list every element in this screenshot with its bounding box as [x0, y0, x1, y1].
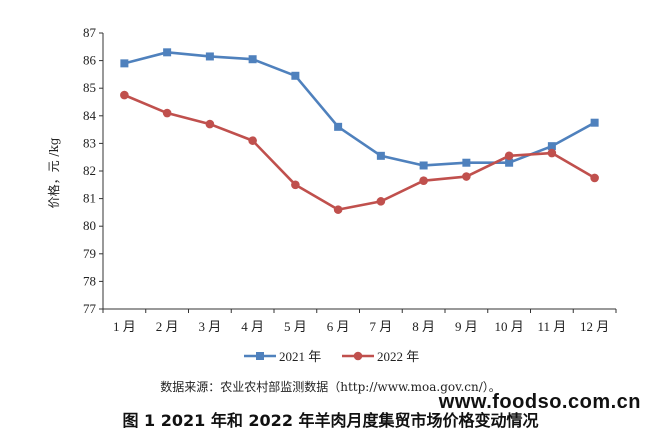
data-point — [248, 136, 257, 145]
x-tick-label: 6 月 — [327, 319, 350, 334]
data-point — [376, 197, 386, 206]
data-point — [547, 142, 556, 151]
data-point — [547, 148, 557, 158]
data-point — [205, 119, 215, 129]
legend-label: 2021 年 — [279, 349, 321, 364]
data-point — [505, 158, 514, 167]
chart-axes — [102, 33, 616, 310]
x-tick-label: 10 月 — [494, 319, 523, 334]
legend-label: 2022 年 — [377, 349, 419, 364]
data-point — [205, 52, 214, 61]
x-tick-label: 4 月 — [241, 319, 264, 334]
series-line-2 — [123, 93, 596, 211]
data-point — [162, 108, 172, 118]
data-point — [419, 176, 428, 185]
data-point — [291, 71, 300, 80]
y-tick-label: 81 — [83, 191, 96, 206]
x-tick-label: 1 月 — [113, 319, 136, 334]
y-tick-label: 84 — [83, 108, 97, 123]
x-tick-label: 9 月 — [455, 319, 478, 334]
data-point — [590, 173, 599, 183]
data-point — [120, 90, 129, 100]
x-tick-label: 3 月 — [198, 319, 221, 334]
legend-marker — [256, 352, 264, 360]
y-tick-label: 77 — [83, 301, 97, 316]
data-point — [163, 48, 172, 57]
data-point — [333, 205, 343, 214]
x-tick-label: 11 月 — [537, 319, 566, 334]
data-point — [462, 172, 471, 181]
x-tick-label: 7 月 — [369, 319, 392, 334]
chart-legend: 2021 年 2022 年 — [244, 349, 419, 364]
line-chart: 77 78 79 80 81 82 83 84 85 86 87 1 月 2 月 3 月 4 月 5 月 6 … — [46, 25, 617, 364]
y-tick-label: 78 — [83, 273, 96, 288]
y-tick-label: 83 — [83, 135, 96, 150]
data-point — [376, 151, 385, 160]
y-tick-label: 85 — [83, 80, 96, 95]
data-point — [120, 59, 129, 68]
y-tick-label: 82 — [83, 163, 96, 178]
y-tick-label: 87 — [83, 25, 97, 40]
x-tick-label: 12 月 — [580, 319, 609, 334]
figure-caption: 图 1 2021 年和 2022 年羊肉月度集贸市场价格变动情况 — [122, 411, 539, 430]
source-note: 数据来源：农业农村部监测数据（http://www.moa.gov.cn/）。 — [160, 380, 501, 394]
y-tick-label: 79 — [83, 246, 96, 261]
series-line-1 — [124, 51, 596, 167]
data-point — [248, 55, 257, 64]
x-axis-ticks: 1 月 2 月 3 月 4 月 5 月 6 月 7 月 8 月 9 月 10 月 11 月 12 月 — [102, 309, 617, 334]
data-point — [419, 161, 428, 170]
chart-series — [120, 48, 599, 214]
y-tick-label: 80 — [83, 218, 96, 233]
data-point — [462, 158, 471, 167]
data-point — [590, 118, 599, 127]
y-axis-ticks: 77 78 79 80 81 82 83 84 85 86 87 — [83, 25, 103, 316]
x-tick-label: 8 月 — [412, 319, 435, 334]
watermark: www.foodso.com.cn — [438, 391, 641, 413]
data-point — [291, 180, 300, 190]
y-axis-label: 价格，元 /kg — [46, 137, 61, 208]
data-point — [504, 151, 514, 161]
y-tick-label: 86 — [83, 53, 97, 68]
data-point — [334, 122, 343, 131]
legend-marker — [353, 351, 363, 361]
x-tick-label: 2 月 — [156, 319, 179, 334]
x-tick-label: 5 月 — [284, 319, 307, 334]
